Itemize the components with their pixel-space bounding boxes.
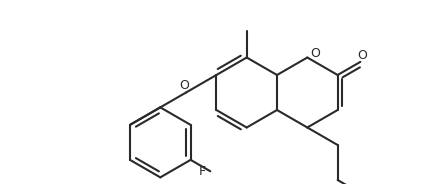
- Text: O: O: [179, 79, 189, 92]
- Text: F: F: [199, 165, 206, 178]
- Text: O: O: [310, 47, 320, 60]
- Text: O: O: [357, 49, 367, 62]
